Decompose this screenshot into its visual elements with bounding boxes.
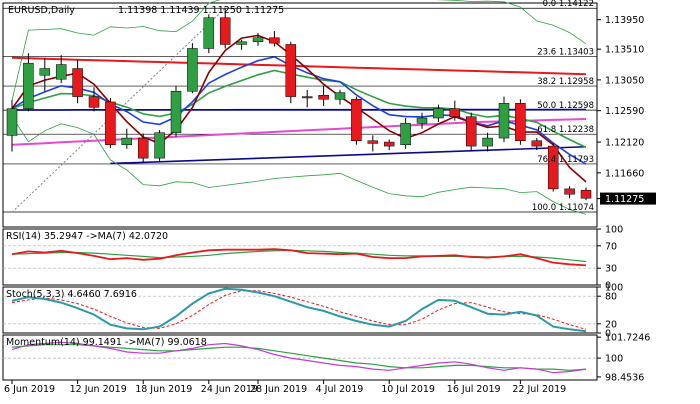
momentum-tick-label: 100 xyxy=(605,354,623,365)
candle-body[interactable] xyxy=(499,103,509,138)
symbol-title: EURUSD,Daily xyxy=(8,5,75,16)
rsi-label: RSI(14) 35.2947 ->MA(7) 42.0720 xyxy=(6,231,168,242)
candle-body[interactable] xyxy=(269,38,279,43)
x-tick-label: 28 Jun 2019 xyxy=(250,384,307,395)
candle-body[interactable] xyxy=(122,138,132,145)
candle-body[interactable] xyxy=(7,109,17,136)
candle-body[interactable] xyxy=(171,91,181,132)
candle-body[interactable] xyxy=(73,69,83,97)
x-tick-label: 18 Jun 2019 xyxy=(135,384,192,395)
candle-body[interactable] xyxy=(187,48,197,91)
candle-body[interactable] xyxy=(204,18,214,49)
candle-body[interactable] xyxy=(548,146,558,189)
fib-label: 61.8 1.12238 xyxy=(537,125,594,135)
candle-body[interactable] xyxy=(532,141,542,146)
candle-body[interactable] xyxy=(253,38,263,42)
candle-body[interactable] xyxy=(138,138,148,158)
candle-body[interactable] xyxy=(237,42,247,45)
x-tick-label: 22 Jul 2019 xyxy=(512,384,566,395)
fib-label: 50.0 1.12598 xyxy=(537,101,594,111)
candle-body[interactable] xyxy=(401,123,411,144)
x-tick-label: 12 Jun 2019 xyxy=(70,384,127,395)
momentum-tick-label: 101.7246 xyxy=(605,333,650,344)
candle-body[interactable] xyxy=(450,109,460,117)
candle-body[interactable] xyxy=(384,142,394,146)
x-tick-label: 16 Jul 2019 xyxy=(447,384,501,395)
candle-body[interactable] xyxy=(368,141,378,144)
x-tick-label: 10 Jul 2019 xyxy=(381,384,435,395)
candle-body[interactable] xyxy=(433,109,443,118)
y-tick-label: 1.12120 xyxy=(605,138,644,149)
candle-body[interactable] xyxy=(319,95,329,99)
y-tick-label: 1.13050 xyxy=(605,75,644,86)
candle-body[interactable] xyxy=(220,18,230,45)
candle-body[interactable] xyxy=(23,63,33,108)
candle-body[interactable] xyxy=(515,103,525,140)
candle-body[interactable] xyxy=(335,93,345,100)
stoch-label: Stoch(5,3,3) 4.6460 7.6916 xyxy=(6,289,137,300)
y-tick-label: 1.13950 xyxy=(605,15,644,26)
candle-body[interactable] xyxy=(483,138,493,146)
rsi-tick-label: 100 xyxy=(605,225,623,236)
fib-label: 0.0 1.14122 xyxy=(543,0,594,9)
rsi-tick-label: 30 xyxy=(605,264,617,275)
x-tick-label: 4 Jul 2019 xyxy=(316,384,364,395)
candle-body[interactable] xyxy=(302,97,312,98)
y-tick-label: 1.11660 xyxy=(605,168,644,179)
candle-body[interactable] xyxy=(286,44,296,96)
candle-body[interactable] xyxy=(466,117,476,146)
candle-body[interactable] xyxy=(351,99,361,140)
momentum-tick-label: 98.4536 xyxy=(605,372,644,383)
momentum-label: Momentum(14) 99.1491 ->MA(7) 99.0618 xyxy=(6,337,207,348)
candle-body[interactable] xyxy=(417,118,427,123)
ohlc-header: 1.11398 1.11439 1.11250 1.11275 xyxy=(118,5,284,16)
candle-body[interactable] xyxy=(105,102,115,145)
y-tick-label: 1.13510 xyxy=(605,45,644,56)
y-tick-label: 1.12590 xyxy=(605,106,644,117)
candle-body[interactable] xyxy=(565,189,575,194)
rsi-tick-label: 70 xyxy=(605,241,617,252)
fib-label: 38.2 1.12958 xyxy=(537,77,594,87)
fib-label: 76.4 1.11793 xyxy=(537,155,594,165)
fib-label: 100.0 1.11074 xyxy=(532,203,594,213)
candle-body[interactable] xyxy=(581,190,591,198)
candle-body[interactable] xyxy=(56,65,66,80)
fib-label: 23.6 1.13403 xyxy=(537,47,594,57)
stoch-tick-label: 80 xyxy=(605,292,617,303)
candle-body[interactable] xyxy=(89,97,99,108)
current-price-label: 1.11275 xyxy=(605,194,644,205)
candle-body[interactable] xyxy=(155,133,165,158)
x-tick-label: 6 Jun 2019 xyxy=(4,384,55,395)
candle-body[interactable] xyxy=(40,69,50,76)
